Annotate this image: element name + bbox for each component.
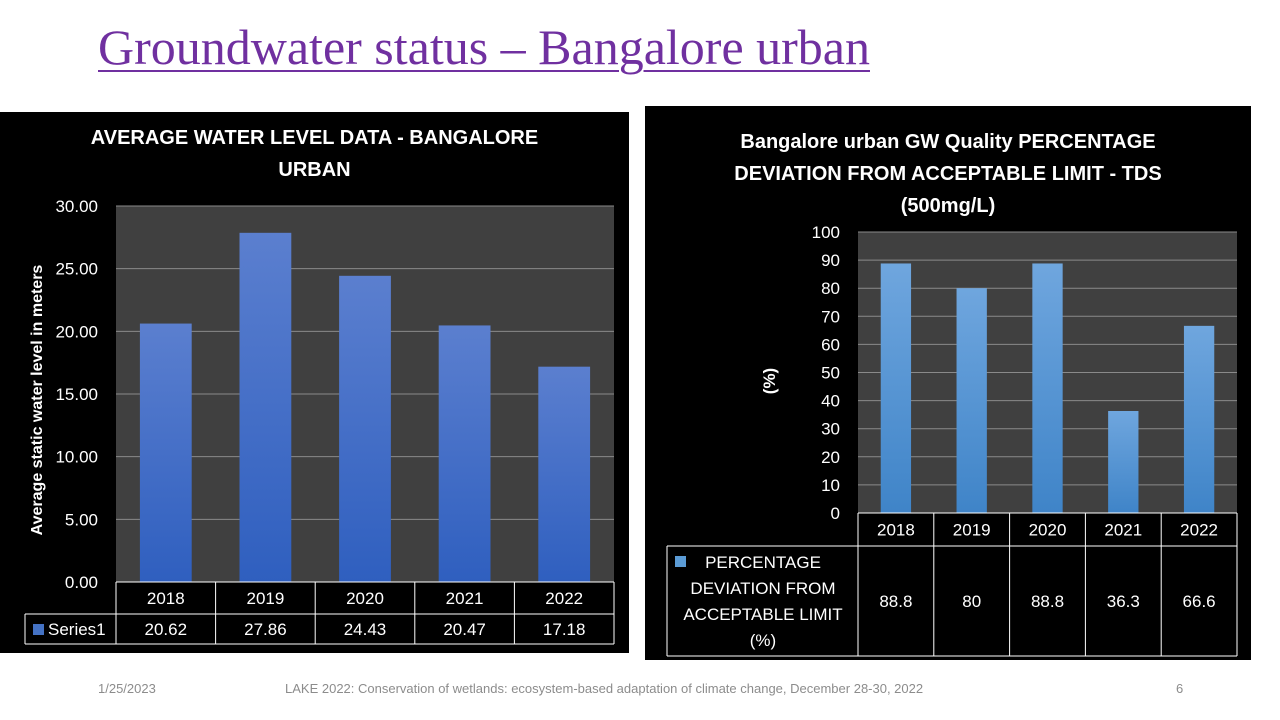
chart-title-line-3: (500mg/L) xyxy=(900,195,996,217)
table-value-cell: 20.47 xyxy=(443,620,486,639)
y-tick-label: 60 xyxy=(821,335,840,354)
footer-event: LAKE 2022: Conservation of wetlands: eco… xyxy=(285,681,924,696)
y-axis-title: Average static water level in meters xyxy=(29,265,46,536)
bar-2022 xyxy=(1183,325,1215,513)
bar-2020 xyxy=(339,275,391,582)
tds-deviation-chart: Bangalore urban GW Quality PERCENTAGE DE… xyxy=(645,106,1251,660)
legend-key xyxy=(33,624,44,635)
bar-2018 xyxy=(139,323,192,582)
bar-2022 xyxy=(538,366,591,582)
table-value-cell: 20.62 xyxy=(145,620,188,639)
table-value-cell: 80 xyxy=(962,592,981,611)
y-tick-label: 70 xyxy=(821,307,840,326)
y-tick-label: 20.00 xyxy=(55,322,98,341)
x-category-label: 2022 xyxy=(1180,521,1218,540)
footer-date: 1/25/2023 xyxy=(98,681,156,696)
legend-series-label: ACCEPTABLE LIMIT xyxy=(683,605,842,624)
bar-2020 xyxy=(1032,263,1063,513)
legend-series-label: (%) xyxy=(750,631,776,650)
table-value-cell: 17.18 xyxy=(543,620,586,639)
table-value-cell: 88.8 xyxy=(1031,592,1064,611)
table-value-cell: 88.8 xyxy=(879,592,912,611)
x-category-label: 2019 xyxy=(246,589,284,608)
bar-2021 xyxy=(1108,410,1139,513)
footer-page-number: 6 xyxy=(1176,681,1184,696)
x-category-label: 2021 xyxy=(1104,521,1142,540)
slide-title: Groundwater status – Bangalore urban xyxy=(98,19,870,75)
x-category-label: 2019 xyxy=(953,521,991,540)
x-category-label: 2021 xyxy=(446,589,484,608)
y-tick-label: 0 xyxy=(831,504,840,523)
y-tick-label: 25.00 xyxy=(55,260,98,279)
table-value-cell: 66.6 xyxy=(1183,592,1216,611)
y-tick-label: 90 xyxy=(821,251,840,270)
y-tick-label: 80 xyxy=(821,279,840,298)
legend-series-label: DEVIATION FROM xyxy=(690,579,835,598)
x-category-label: 2018 xyxy=(877,521,915,540)
x-category-label: 2022 xyxy=(545,589,583,608)
y-tick-label: 10.00 xyxy=(55,448,98,467)
y-tick-label: 30.00 xyxy=(55,197,98,216)
chart-title-line-1: Bangalore urban GW Quality PERCENTAGE xyxy=(740,131,1156,153)
y-tick-label: 40 xyxy=(821,392,840,411)
legend-series-label: PERCENTAGE xyxy=(705,553,821,572)
y-axis-title: (%) xyxy=(760,368,779,394)
legend-series-label: Series1 xyxy=(48,620,106,639)
water-level-chart: AVERAGE WATER LEVEL DATA - BANGALORE URB… xyxy=(0,112,629,653)
chart-title-line-2: DEVIATION FROM ACCEPTABLE LIMIT - TDS xyxy=(734,163,1162,185)
x-category-label: 2020 xyxy=(346,589,384,608)
bar-2021 xyxy=(438,325,491,582)
y-tick-label: 50 xyxy=(821,364,840,383)
legend-key xyxy=(675,556,686,567)
bar-2018 xyxy=(880,263,912,513)
y-tick-label: 20 xyxy=(821,448,840,467)
y-tick-label: 15.00 xyxy=(55,385,98,404)
chart-title-line-2: URBAN xyxy=(278,159,351,181)
bar-2019 xyxy=(956,288,987,513)
tds-deviation-plot: 0 10 20 30 40 50 60 70 80 90 100 (%) 2018 88.8 2019 80 2… xyxy=(666,223,1238,657)
table-value-cell: 24.43 xyxy=(344,620,387,639)
table-value-cell: 36.3 xyxy=(1107,592,1140,611)
water-level-plot: 0.00 5.00 10.00 15.00 20.00 25.00 30.00 Average… xyxy=(24,197,615,645)
table-value-cell: 27.86 xyxy=(244,620,287,639)
chart-title-line-1: AVERAGE WATER LEVEL DATA - BANGALORE xyxy=(90,127,539,149)
y-tick-label: 10 xyxy=(821,476,840,495)
bar-2019 xyxy=(239,232,292,582)
y-tick-label: 0.00 xyxy=(65,573,98,592)
y-tick-label: 100 xyxy=(812,223,840,242)
x-category-label: 2020 xyxy=(1029,521,1067,540)
x-category-label: 2018 xyxy=(147,589,185,608)
y-tick-label: 30 xyxy=(821,420,840,439)
y-tick-label: 5.00 xyxy=(65,510,98,529)
